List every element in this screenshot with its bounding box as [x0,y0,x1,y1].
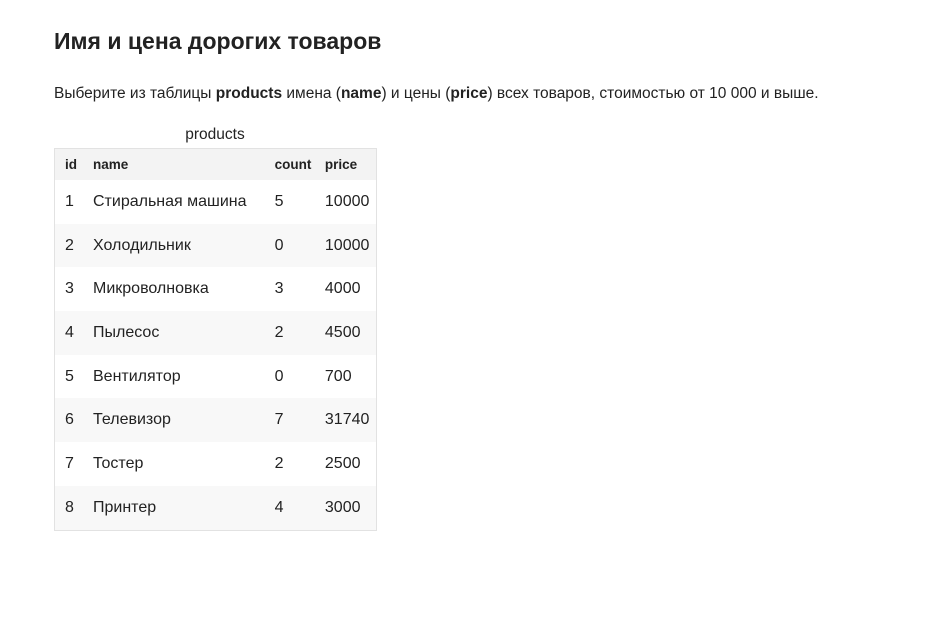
column-header-count: count [266,148,317,180]
cell-price: 4500 [316,311,377,355]
table-name: products [215,85,283,102]
cell-id: 6 [54,398,85,443]
cell-count: 5 [274,192,284,210]
cell-price: 3000 [316,485,377,530]
cell-count: 2 [266,311,317,355]
cell-count: 7 [266,398,317,443]
cell-name: Пылесос [85,311,267,355]
cell-price: 700 [324,367,352,385]
table-row: 1 Стиральная машина 5 10000 [55,180,377,224]
column-price: price [450,85,488,102]
text: ) и цены ( [381,85,451,102]
table-row: 3 Микроволновка 3 4000 [55,267,377,311]
table-header: id name count price [54,148,377,180]
text: ) всех товаров, стоимостью от 10 000 и в… [487,85,819,102]
cell-count: 0 [266,223,317,268]
text: Выберите из таблицы [54,85,216,102]
cell-price: 2500 [324,454,361,472]
column-header-price: price [316,148,377,180]
column-header-name: name [85,148,267,180]
cell-price: 10000 [316,223,377,268]
cell-price: 4000 [324,280,361,298]
table-row: 2 Холодильник 0 10000 [54,223,377,268]
cell-id: 2 [54,223,85,268]
column-header-id: id [54,148,85,180]
products-table: id name count price 1 Стиральная машина 5 1000… [54,148,377,531]
cell-name: Тостер [93,454,144,472]
cell-name: Микроволновка [93,280,209,298]
cell-id: 3 [65,280,74,298]
cell-id: 4 [54,311,85,355]
cell-id: 1 [65,192,74,210]
cell-name: Стиральная машина [93,192,247,210]
column-name: name [340,85,382,102]
cell-count: 3 [274,280,284,298]
cell-price: 31740 [316,398,377,443]
cell-price: 10000 [324,192,370,210]
cell-name: Телевизор [85,398,267,443]
cell-name: Холодильник [85,223,267,268]
cell-id: 8 [54,485,85,530]
table-row: 5 Вентилятор 0 700 [55,355,377,399]
cell-count: 2 [274,454,284,472]
table-row: 6 Телевизор 7 31740 [54,398,377,443]
cell-id: 7 [65,454,74,472]
cell-count: 0 [274,367,284,385]
cell-name: Принтер [85,485,267,530]
table-caption: products [185,126,245,143]
table-row: 4 Пылесос 2 4500 [54,311,377,355]
table-row: 8 Принтер 4 3000 [54,485,377,530]
table-row: 7 Тостер 2 2500 [55,442,377,486]
cell-name: Вентилятор [93,367,181,385]
cell-id: 5 [65,367,74,385]
task-description: Выберите из таблицы products имена (name… [54,85,819,103]
page-title: Имя и цена дорогих товаров [54,28,382,54]
text: имена ( [282,85,341,102]
cell-count: 4 [266,485,317,530]
